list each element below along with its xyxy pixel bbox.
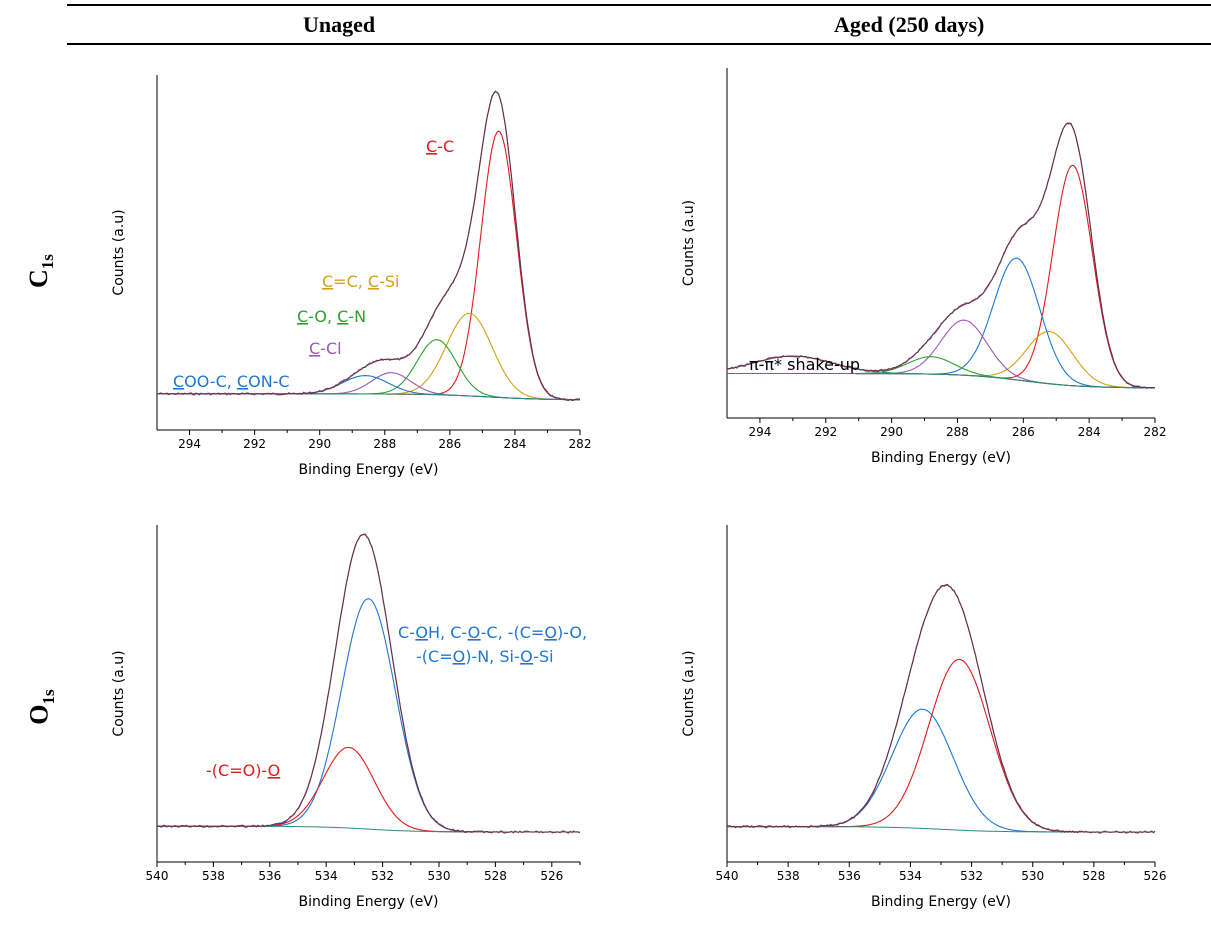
measured-spectrum <box>726 583 1156 834</box>
x-tick-label: 294 <box>178 437 201 451</box>
x-tick-label: 294 <box>748 425 771 439</box>
y-axis-label: Counts (a.u) <box>681 650 697 736</box>
panel-O1s-unaged: 540 538 536 534 532 530 528 526 Binding Energy (… <box>111 525 581 910</box>
x-tick-label: 536 <box>258 869 281 883</box>
component-curve <box>157 375 580 401</box>
component-curve <box>727 356 1155 389</box>
component-curve <box>157 372 580 401</box>
x-tick-label: 538 <box>202 869 225 883</box>
component-curve <box>157 598 580 833</box>
panel-C1s-unaged: 294 292 290 288 286 284 282 Binding Energy (eV)… <box>111 75 591 478</box>
x-tick-label: 540 <box>146 869 169 883</box>
measured-spectrum <box>156 90 581 402</box>
x-tick-label: 284 <box>1078 425 1101 439</box>
x-tick-label: 292 <box>814 425 837 439</box>
x-tick-label: 534 <box>899 869 922 883</box>
x-axis-label: Binding Energy (eV) <box>871 894 1011 910</box>
component-curve <box>726 355 1155 389</box>
x-tick-label: 532 <box>960 869 983 883</box>
table-top-rule <box>67 4 1211 6</box>
x-tick-label: 534 <box>315 869 338 883</box>
x-tick-label: 530 <box>428 869 451 883</box>
column-header-aged: Aged (250 days) <box>834 12 985 37</box>
y-axis-label: Counts (a.u) <box>681 200 697 286</box>
background-line <box>727 373 1155 389</box>
component-curve <box>727 164 1155 389</box>
component-curve <box>157 312 580 401</box>
component-curve <box>157 339 580 401</box>
x-tick-label: 532 <box>371 869 394 883</box>
component-curve <box>727 319 1155 389</box>
x-tick-label: 526 <box>540 869 563 883</box>
x-tick-label: 528 <box>484 869 507 883</box>
column-header-unaged: Unaged <box>303 12 376 37</box>
component-curve <box>157 746 580 833</box>
panel-O1s-aged: 540 538 536 534 532 530 528 526 Binding Energy (… <box>681 525 1166 910</box>
x-tick-label: 540 <box>716 869 739 883</box>
x-tick-label: 290 <box>880 425 903 439</box>
x-tick-label: 528 <box>1082 869 1105 883</box>
x-tick-label: 282 <box>1144 425 1167 439</box>
x-tick-label: 530 <box>1021 869 1044 883</box>
component-curve <box>727 658 1155 833</box>
x-tick-label: 290 <box>308 437 331 451</box>
table-header-rule <box>67 43 1211 45</box>
x-tick-label: 292 <box>243 437 266 451</box>
measured-spectrum <box>726 122 1156 389</box>
panel-C1s-aged: 294 292 290 288 286 284 282 Binding Energy (eV)… <box>681 68 1166 466</box>
y-axis-label: Counts (a.u) <box>111 209 127 295</box>
x-axis-label: Binding Energy (eV) <box>299 462 439 478</box>
x-tick-label: 286 <box>1012 425 1035 439</box>
x-tick-label: 536 <box>838 869 861 883</box>
x-tick-label: 538 <box>777 869 800 883</box>
fit-envelope <box>727 584 1155 833</box>
component-curve <box>157 130 580 401</box>
x-tick-label: 286 <box>438 437 461 451</box>
x-tick-label: 526 <box>1144 869 1167 883</box>
component-curve <box>727 257 1155 389</box>
x-tick-label: 284 <box>503 437 526 451</box>
x-tick-label: 288 <box>946 425 969 439</box>
measured-spectrum <box>156 533 581 834</box>
x-tick-label: 288 <box>373 437 396 451</box>
x-tick-label: 282 <box>569 437 592 451</box>
x-axis-label: Binding Energy (eV) <box>871 450 1011 466</box>
fit-envelope <box>726 122 1155 389</box>
x-axis-label: Binding Energy (eV) <box>299 894 439 910</box>
fit-envelope <box>157 91 580 401</box>
component-curve <box>727 708 1155 833</box>
y-axis-label: Counts (a.u) <box>111 650 127 736</box>
fit-envelope <box>157 533 580 833</box>
